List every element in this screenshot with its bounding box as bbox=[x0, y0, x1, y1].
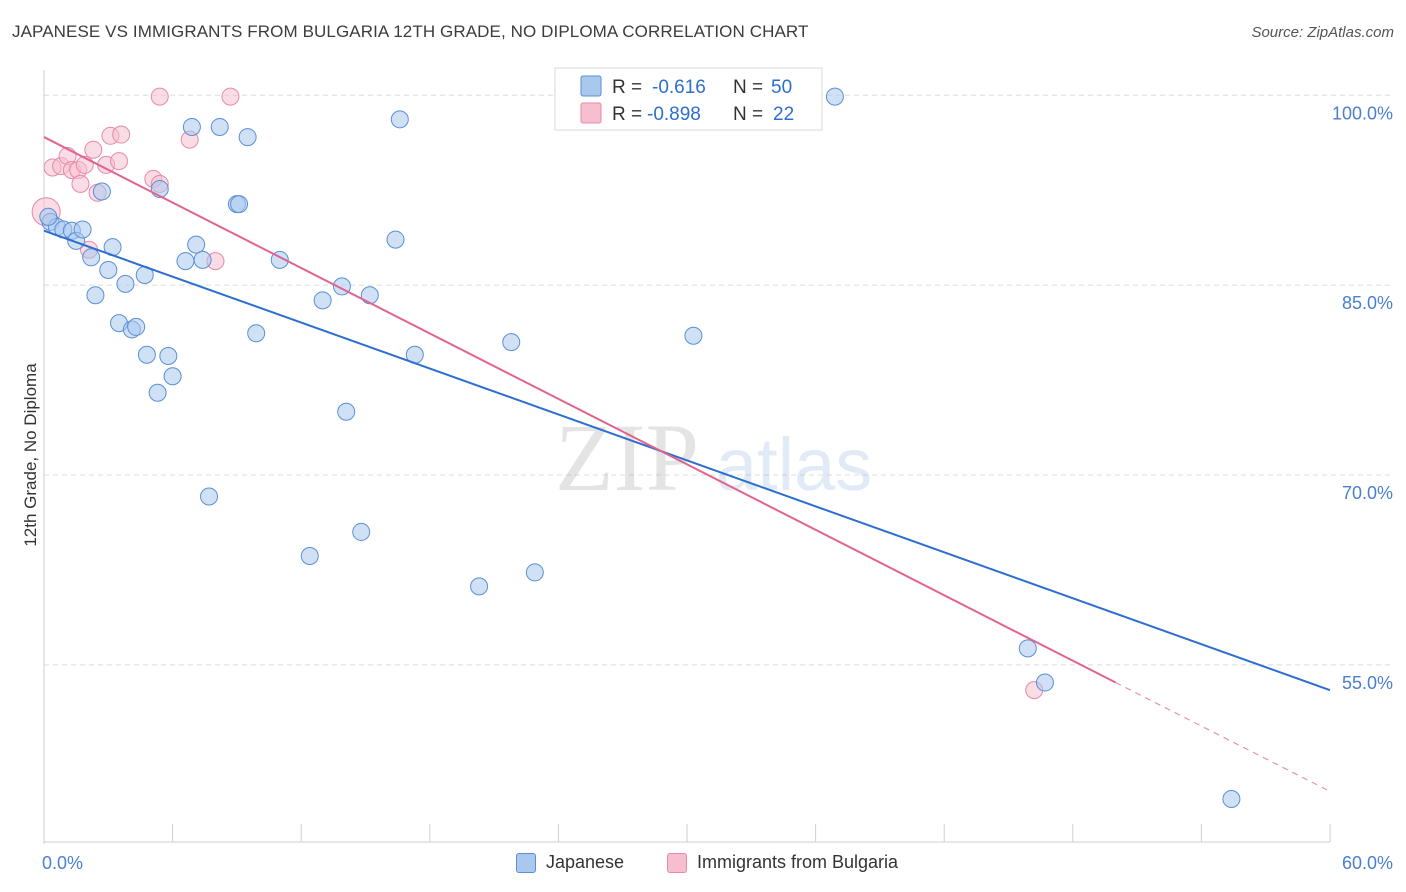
points-immigrants-bulgaria bbox=[31, 87, 1044, 700]
point-japanese bbox=[176, 252, 195, 271]
stats-legend: R = -0.616 N = 50 R = -0.898 N = 22 bbox=[554, 67, 823, 131]
watermark: ZIP atlas bbox=[555, 404, 872, 511]
point-japanese bbox=[159, 347, 178, 366]
point-japanese bbox=[200, 487, 219, 506]
y-tick-label-1: 85.0% bbox=[1342, 293, 1393, 313]
point-japanese bbox=[99, 260, 118, 279]
points-japanese bbox=[39, 87, 1241, 808]
point-japanese bbox=[39, 207, 58, 226]
trend-line-bulgaria-extension bbox=[1115, 682, 1331, 792]
y-axis-label: 12th Grade, No Diploma bbox=[21, 363, 40, 547]
watermark-atlas: atlas bbox=[716, 423, 872, 506]
point-japanese bbox=[470, 577, 489, 596]
point-japanese bbox=[1035, 673, 1054, 692]
chart-title: JAPANESE VS IMMIGRANTS FROM BULGARIA 12T… bbox=[12, 22, 809, 41]
point-japanese bbox=[300, 546, 319, 565]
point-japanese bbox=[182, 117, 201, 136]
point-japanese bbox=[82, 248, 101, 267]
legend-n-value-bulgaria: 22 bbox=[773, 104, 794, 125]
trend-line-japanese bbox=[43, 229, 1331, 692]
point-bulgaria bbox=[221, 87, 240, 106]
point-japanese bbox=[137, 345, 156, 364]
y-tick-labels: 100.0% 85.0% 70.0% 55.0% bbox=[1332, 103, 1393, 693]
point-japanese bbox=[337, 402, 356, 421]
point-japanese bbox=[148, 383, 167, 402]
point-japanese bbox=[193, 250, 212, 269]
legend-n-label-japanese: N = bbox=[733, 77, 763, 98]
point-bulgaria bbox=[112, 125, 131, 144]
point-bulgaria bbox=[150, 87, 169, 106]
point-japanese bbox=[238, 128, 257, 147]
point-japanese bbox=[92, 182, 111, 201]
legend-swatch-bulgaria bbox=[580, 102, 602, 124]
y-tick-label-0: 100.0% bbox=[1332, 103, 1393, 123]
legend-item-bulgaria: Immigrants from Bulgaria bbox=[667, 852, 898, 873]
legend-item-japanese: Japanese bbox=[516, 852, 624, 873]
point-japanese bbox=[352, 522, 371, 541]
point-japanese bbox=[230, 195, 249, 214]
legend-r-value-bulgaria: -0.898 bbox=[647, 104, 701, 125]
legend-r-label-bulgaria: R = bbox=[612, 104, 642, 125]
point-japanese bbox=[86, 286, 105, 305]
point-japanese bbox=[116, 274, 135, 293]
point-bulgaria bbox=[71, 174, 90, 193]
point-japanese bbox=[1018, 639, 1037, 658]
point-japanese bbox=[525, 563, 544, 582]
trend-line-bulgaria bbox=[43, 136, 1117, 684]
x-tick-labels: 0.0% 60.0% bbox=[42, 853, 1393, 873]
point-japanese bbox=[502, 333, 521, 352]
legend-r-label-japanese: R = bbox=[612, 77, 642, 98]
point-japanese bbox=[247, 324, 266, 343]
point-japanese bbox=[313, 291, 332, 310]
legend-n-value-japanese: 50 bbox=[771, 77, 792, 98]
x-tick-label-1: 60.0% bbox=[1342, 853, 1393, 873]
point-japanese bbox=[360, 286, 379, 305]
y-tick-label-3: 55.0% bbox=[1342, 673, 1393, 693]
point-japanese bbox=[1222, 789, 1241, 808]
x-tick-label-0: 0.0% bbox=[42, 853, 83, 873]
axes bbox=[43, 70, 1331, 844]
legend-swatch-bulgaria-bottom bbox=[667, 852, 687, 873]
point-japanese bbox=[684, 326, 703, 345]
grid-lines bbox=[44, 94, 1394, 666]
point-japanese bbox=[163, 367, 182, 386]
legend-swatch-japanese bbox=[580, 75, 602, 97]
legend-swatch-japanese-bottom bbox=[516, 852, 536, 873]
point-bulgaria bbox=[110, 152, 129, 171]
legend-label-bulgaria: Immigrants from Bulgaria bbox=[697, 852, 899, 872]
point-japanese bbox=[187, 235, 206, 254]
point-japanese bbox=[386, 230, 405, 249]
point-japanese bbox=[210, 117, 229, 136]
legend-label-japanese: Japanese bbox=[546, 852, 625, 872]
point-japanese bbox=[390, 110, 409, 129]
point-bulgaria bbox=[84, 140, 103, 159]
bottom-legend: Japanese Immigrants from Bulgaria bbox=[0, 852, 1406, 876]
legend-n-label-bulgaria: N = bbox=[733, 104, 763, 125]
point-japanese bbox=[127, 317, 146, 336]
point-japanese bbox=[73, 220, 92, 239]
source-credit: Source: ZipAtlas.com bbox=[1251, 24, 1394, 41]
legend-r-value-japanese: -0.616 bbox=[652, 77, 706, 98]
y-tick-label-2: 70.0% bbox=[1342, 483, 1393, 503]
trend-lines bbox=[43, 136, 1331, 792]
point-bulgaria bbox=[75, 155, 94, 174]
point-japanese bbox=[825, 87, 844, 106]
